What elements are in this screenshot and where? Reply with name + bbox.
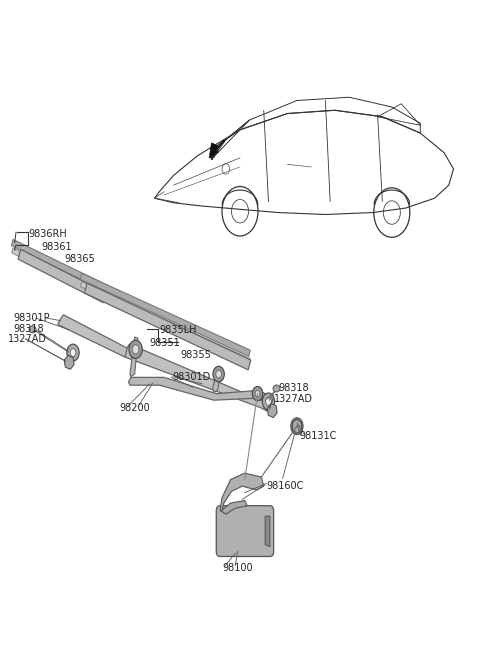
Polygon shape [213, 371, 221, 392]
Circle shape [291, 418, 303, 435]
Text: 98351: 98351 [150, 338, 180, 348]
Text: 9836RH: 9836RH [29, 229, 68, 239]
Text: 98100: 98100 [222, 563, 252, 573]
Text: 98318: 98318 [13, 323, 44, 334]
Text: 98301D: 98301D [173, 373, 211, 382]
Text: 98200: 98200 [119, 403, 150, 413]
Text: 9835LH: 9835LH [159, 325, 197, 335]
Circle shape [216, 370, 221, 378]
Circle shape [262, 393, 275, 410]
Circle shape [252, 386, 263, 401]
Circle shape [265, 397, 271, 405]
Polygon shape [209, 143, 219, 158]
Text: 98318: 98318 [278, 384, 309, 394]
Circle shape [70, 349, 76, 357]
Text: 98131C: 98131C [300, 431, 336, 441]
Text: 98301P: 98301P [13, 313, 50, 323]
Text: 1327AD: 1327AD [274, 394, 313, 404]
Polygon shape [220, 473, 264, 511]
Polygon shape [12, 239, 106, 290]
Polygon shape [58, 315, 129, 357]
Circle shape [213, 367, 224, 382]
Text: 98365: 98365 [64, 254, 95, 264]
Text: 98160C: 98160C [266, 481, 303, 491]
Polygon shape [81, 282, 250, 363]
Polygon shape [80, 273, 250, 356]
Polygon shape [129, 377, 267, 401]
Circle shape [132, 345, 139, 354]
Polygon shape [18, 250, 106, 303]
Circle shape [129, 340, 142, 359]
Polygon shape [12, 248, 106, 298]
Polygon shape [265, 516, 270, 547]
Polygon shape [84, 283, 251, 370]
Text: 1327AD: 1327AD [8, 334, 47, 344]
Circle shape [255, 390, 260, 397]
Polygon shape [221, 501, 247, 514]
Polygon shape [125, 344, 271, 412]
FancyBboxPatch shape [216, 506, 274, 556]
Text: 98355: 98355 [180, 350, 212, 359]
Polygon shape [130, 337, 138, 376]
Circle shape [67, 344, 79, 361]
Text: 98361: 98361 [42, 242, 72, 252]
